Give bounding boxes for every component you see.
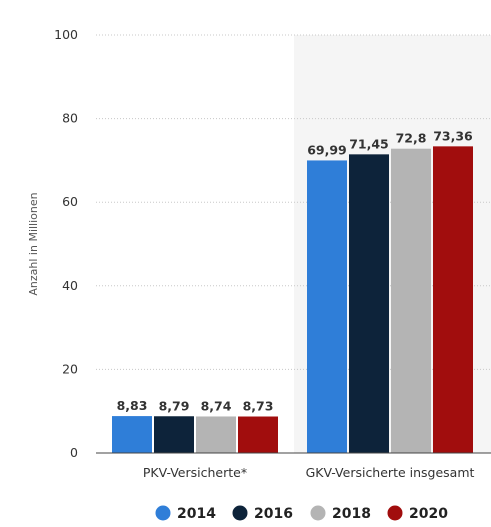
legend-label: 2014	[177, 506, 216, 522]
legend-marker	[232, 505, 248, 521]
bar-2014-1	[307, 160, 347, 453]
y-axis-ticks: 0 20 40 60 80 100	[54, 27, 78, 460]
data-label: 73,36	[433, 128, 473, 143]
legend-marker	[155, 505, 171, 521]
category-labels: PKV-Versicherte* GKV-Versicherte insgesam…	[143, 465, 475, 480]
legend-label: 2018	[332, 506, 371, 522]
legend-item-2014[interactable]: 2014	[155, 505, 217, 523]
category-label: PKV-Versicherte*	[143, 465, 247, 480]
bar-2016-0	[154, 416, 194, 453]
category-label: GKV-Versicherte insgesamt	[306, 465, 475, 480]
data-label: 8,74	[201, 398, 232, 413]
y-tick-label: 80	[62, 111, 78, 126]
y-axis-label: Anzahl in Millionen	[27, 192, 40, 295]
bar-2020-0	[238, 416, 278, 453]
legend-item-2016[interactable]: 2016	[232, 505, 293, 523]
y-tick-label: 40	[62, 278, 78, 293]
legend-marker	[387, 505, 403, 521]
legend: 2014 2016 2018 2020	[155, 505, 449, 523]
y-tick-label: 60	[62, 194, 78, 209]
legend-label: 2016	[254, 506, 293, 522]
data-label: 71,45	[349, 136, 389, 151]
data-label: 69,99	[307, 142, 347, 157]
bar-2014-0	[112, 416, 152, 453]
bar-2018-0	[196, 416, 236, 453]
data-label: 8,79	[159, 398, 190, 413]
y-tick-label: 20	[62, 361, 78, 376]
bar-2020-1	[433, 146, 473, 453]
legend-item-2020[interactable]: 2020	[387, 505, 449, 523]
legend-label: 2020	[409, 506, 448, 522]
data-label: 8,73	[243, 399, 274, 414]
y-tick-label: 0	[70, 445, 78, 460]
y-tick-label: 100	[54, 27, 78, 42]
legend-item-2018[interactable]: 2018	[310, 505, 371, 523]
legend-marker	[310, 505, 326, 521]
bars	[112, 146, 473, 454]
data-label: 8,83	[117, 398, 148, 413]
data-labels: 8,83 8,79 8,74 8,73 69,99 71,45 72,8 73,36	[117, 128, 473, 413]
data-label: 72,8	[396, 131, 427, 146]
bar-2016-1	[349, 154, 389, 454]
bar-2018-1	[391, 148, 431, 454]
